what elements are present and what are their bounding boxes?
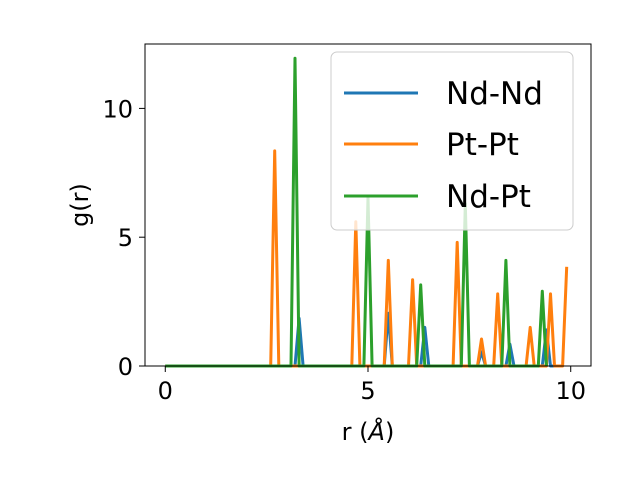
y-tick-label: 5 bbox=[118, 224, 133, 252]
x-tick-label: 10 bbox=[555, 377, 586, 405]
tick-layer: 0 5 10 0 5 10 bbox=[102, 95, 586, 405]
legend-label-pt-pt: Pt-Pt bbox=[446, 127, 519, 163]
legend: Nd-Nd Pt-Pt Nd-Pt bbox=[330, 51, 574, 231]
y-tick-label: 0 bbox=[118, 353, 133, 381]
x-tick-label: 5 bbox=[360, 377, 375, 405]
legend-label-nd-nd: Nd-Nd bbox=[446, 76, 543, 112]
legend-box bbox=[330, 51, 574, 231]
x-tick-label: 0 bbox=[158, 377, 173, 405]
x-axis-label: r (Å) bbox=[342, 417, 395, 446]
y-tick-label: 10 bbox=[102, 95, 133, 123]
y-axis-label: g(r) bbox=[66, 183, 94, 227]
legend-label-nd-pt: Nd-Pt bbox=[446, 179, 531, 215]
